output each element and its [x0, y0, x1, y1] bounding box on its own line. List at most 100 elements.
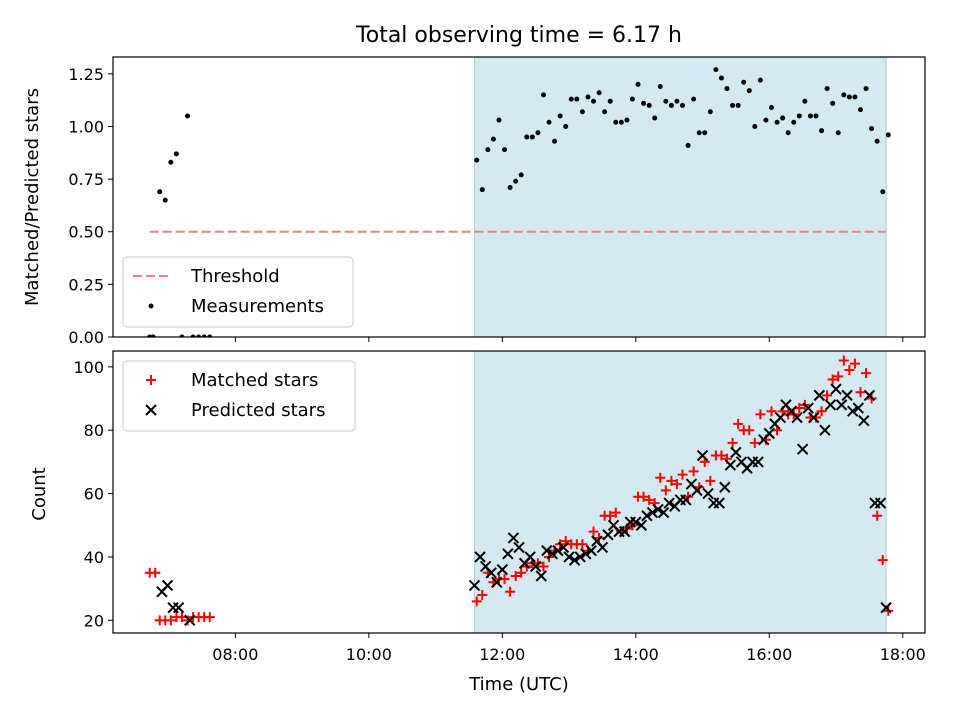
predicted-star-point — [702, 487, 714, 500]
predicted-star-point — [835, 399, 848, 411]
measurement-point — [741, 79, 747, 85]
measurement-point — [841, 92, 847, 98]
measurement-point — [591, 98, 597, 104]
top-legend: Threshold Measurements — [122, 256, 354, 328]
predicted-star-point — [646, 506, 659, 519]
predicted-star-point — [529, 560, 542, 573]
x-tick-label: 10:00 — [346, 645, 392, 664]
x-tick-label: 12:00 — [479, 645, 525, 664]
predicted-star-point — [602, 529, 614, 541]
predicted-star-point — [557, 541, 570, 554]
top-panel: 0.00 0.25 0.50 0.75 1.00 1.25 — [68, 56, 926, 347]
measurement-point — [724, 86, 730, 92]
y-tick-label: 0.25 — [68, 275, 104, 294]
measurement-point — [579, 109, 585, 115]
predicted-star-point — [546, 548, 559, 560]
bottom-y-axis-label: Count — [29, 467, 50, 520]
matched-star-point — [844, 365, 855, 376]
bottom-legend: Matched stars Predicted stars — [122, 360, 356, 432]
predicted-star-point — [657, 506, 670, 519]
matched-star-point — [655, 472, 666, 483]
predicted-star-point — [858, 415, 870, 427]
matched-star-point — [766, 406, 777, 417]
matched-star-point — [855, 387, 866, 398]
measurement-point — [774, 119, 780, 125]
predicted-star-point — [752, 456, 764, 468]
series-measurements — [147, 67, 891, 337]
measurement-point — [674, 98, 680, 104]
measurement-point — [207, 334, 213, 337]
predicted-star-point — [563, 551, 575, 563]
matched-star-point — [510, 570, 521, 581]
y-tick-label: 80 — [84, 421, 104, 440]
measurement-point — [819, 128, 825, 134]
measurement-point — [563, 123, 569, 129]
predicted-star-point — [468, 579, 481, 592]
x-axis-label: Time (UTC) — [468, 674, 569, 695]
predicted-star-point — [585, 544, 598, 557]
measurement-point — [702, 130, 708, 136]
predicted-star-point — [841, 389, 853, 402]
measurement-point — [496, 117, 502, 123]
matched-star-point — [827, 374, 838, 385]
y-tick-label: 1.25 — [68, 65, 104, 84]
measurement-point — [852, 94, 858, 100]
measurement-point — [863, 86, 869, 92]
predicted-star-point — [502, 548, 514, 560]
plot-area — [147, 67, 891, 337]
predicted-star-point — [172, 601, 185, 614]
legend-matched-swatch — [146, 375, 156, 385]
measurement-point — [185, 113, 191, 119]
measurement-point — [663, 98, 669, 104]
predicted-star-point — [652, 503, 664, 516]
measurement-point — [874, 138, 880, 144]
predicted-star-point — [474, 551, 486, 563]
matched-star-point — [716, 450, 727, 461]
predicted-star-point — [791, 411, 803, 424]
predicted-star-point — [774, 411, 787, 424]
predicted-star-point — [535, 570, 547, 582]
measurement-point — [824, 86, 830, 92]
measurement-point — [835, 130, 841, 136]
measurement-point — [162, 197, 168, 203]
measurement-point — [502, 147, 508, 153]
predicted-star-point — [796, 443, 809, 455]
measurement-point — [869, 126, 875, 132]
measurement-point — [735, 102, 741, 108]
top-y-axis-label: Matched/Predicted stars — [22, 88, 43, 306]
measurement-point — [574, 96, 580, 102]
observing-span — [474, 56, 887, 338]
predicted-star-point — [819, 424, 831, 436]
y-tick-label: 100 — [73, 358, 104, 377]
matched-star-point — [822, 390, 833, 401]
measurement-point — [796, 113, 802, 119]
matched-star-point — [638, 491, 649, 502]
measurement-point — [173, 151, 179, 157]
matched-star-point — [477, 589, 488, 600]
plot-area — [144, 355, 894, 627]
measurement-point — [752, 123, 758, 129]
predicted-star-point — [880, 601, 892, 614]
matched-star-point — [671, 479, 682, 490]
predicted-star-point — [568, 554, 581, 566]
measurement-point — [150, 334, 156, 337]
matched-star-point — [733, 418, 744, 429]
legend-box — [122, 256, 354, 328]
matched-star-point — [471, 596, 482, 607]
predicted-star-point — [630, 516, 642, 528]
measurement-point — [768, 105, 774, 111]
matched-star-point — [577, 539, 588, 550]
matched-star-point — [833, 371, 844, 382]
measurement-point — [696, 130, 702, 136]
y-tick-label: 0.00 — [68, 328, 104, 347]
matched-star-point — [644, 494, 655, 505]
predicted-star-point — [580, 548, 592, 560]
measurement-point — [652, 115, 658, 121]
x-tick-label: 14:00 — [613, 645, 659, 664]
matched-star-point — [150, 567, 161, 578]
predicted-star-point — [696, 449, 709, 462]
predicted-star-point — [824, 399, 837, 411]
x-tick-label: 16:00 — [746, 645, 792, 664]
matched-star-point — [816, 406, 827, 417]
